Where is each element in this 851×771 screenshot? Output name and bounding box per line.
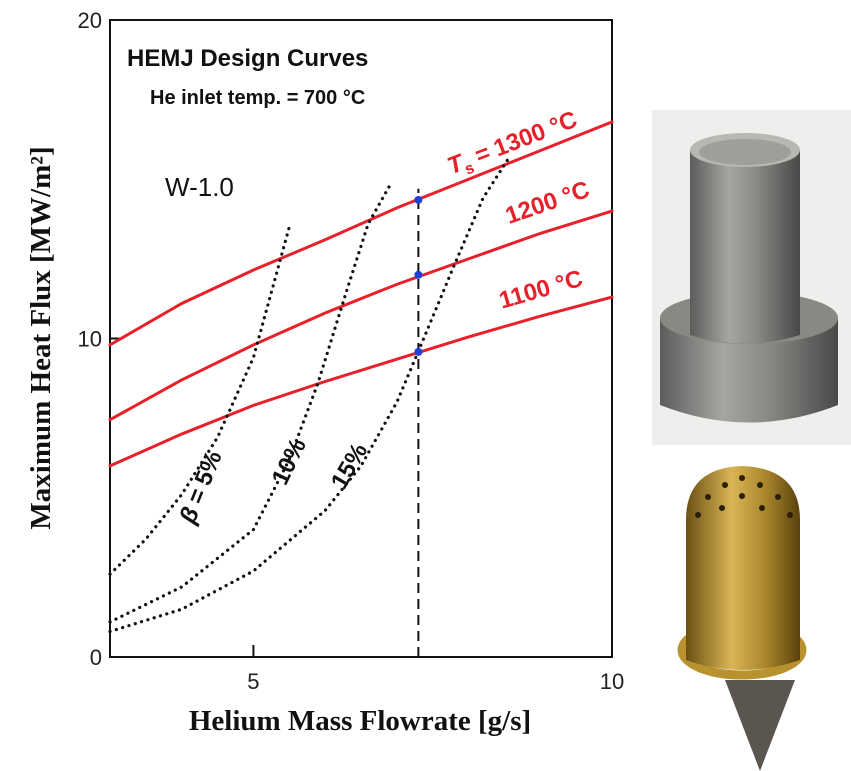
y-axis-title: Maximum Heat Flux [MW/m²] <box>25 146 57 529</box>
y-tick-label: 10 <box>78 327 102 352</box>
marker-point <box>414 348 422 356</box>
y-tick-label: 20 <box>78 8 102 33</box>
y-tick-label: 0 <box>90 645 102 670</box>
x-axis-title: Helium Mass Flowrate [g/s] <box>189 705 531 737</box>
photo-brass-part <box>682 466 802 771</box>
x-tick-label: 10 <box>600 669 624 694</box>
plot-frame <box>110 20 612 657</box>
marker-point <box>414 271 422 279</box>
chart: HEMJ Design Curves He inlet temp. = 700 … <box>0 0 851 771</box>
marker-point <box>414 196 422 204</box>
x-tick-label: 5 <box>247 669 259 694</box>
photo-steel-part <box>652 110 851 445</box>
chart-subtitle: He inlet temp. = 700 °C <box>150 87 365 109</box>
annotation: W-1.0 <box>165 172 234 202</box>
chart-title: HEMJ Design Curves <box>127 45 368 72</box>
